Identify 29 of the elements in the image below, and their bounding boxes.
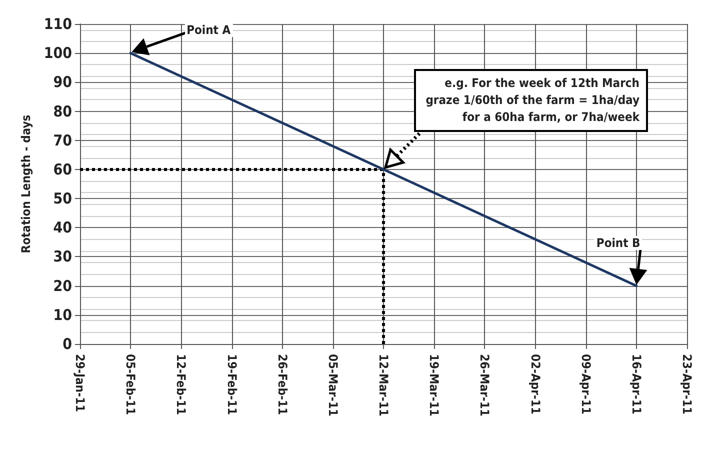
y-tick-label: 10 [53,306,72,324]
x-tick-label: 05-Feb-11 [124,354,138,415]
y-tick-label: 50 [53,190,72,208]
y-axis-title: Rotation Length - days [19,114,33,254]
annotation: Point A [184,23,233,38]
x-tick-label: 26-Mar-11 [478,354,492,416]
x-tick-label: 12-Feb-11 [174,354,188,415]
y-tick-label: 20 [53,276,72,295]
x-tick-label: 29-Jan-11 [73,354,87,412]
y-tick-label: 100 [44,44,72,62]
x-tick-label: 19-Mar-11 [427,354,442,416]
x-tick-label: 05-Mar-11 [326,354,340,416]
annotation: Point B [594,236,642,250]
x-tick-label: 02-Apr-11 [528,354,542,414]
x-tick-label: 16-Apr-11 [629,354,644,414]
y-tick-label: 90 [53,73,72,92]
y-tick-label: 110 [44,15,72,33]
y-tick-label: 40 [53,218,72,237]
y-tick-label: 80 [53,102,72,120]
x-tick-label: 26-Feb-11 [275,354,290,415]
x-tick-label: 09-Apr-11 [578,354,593,414]
y-tick-label: 30 [53,248,72,266]
y-tick-label: 70 [53,131,72,150]
x-tick-label: 23-Apr-11 [680,354,694,414]
x-tick-label: 12-Mar-11 [376,354,390,416]
y-tick-label: 0 [62,335,72,353]
annotation: e.g. For the week of 12th March graze 1/60th of the farm = 1ha/day for a 60ha farm, or 7ha/week [414,69,648,132]
x-tick-label: 19-Feb-11 [224,354,239,415]
y-tick-label: 60 [53,160,72,178]
